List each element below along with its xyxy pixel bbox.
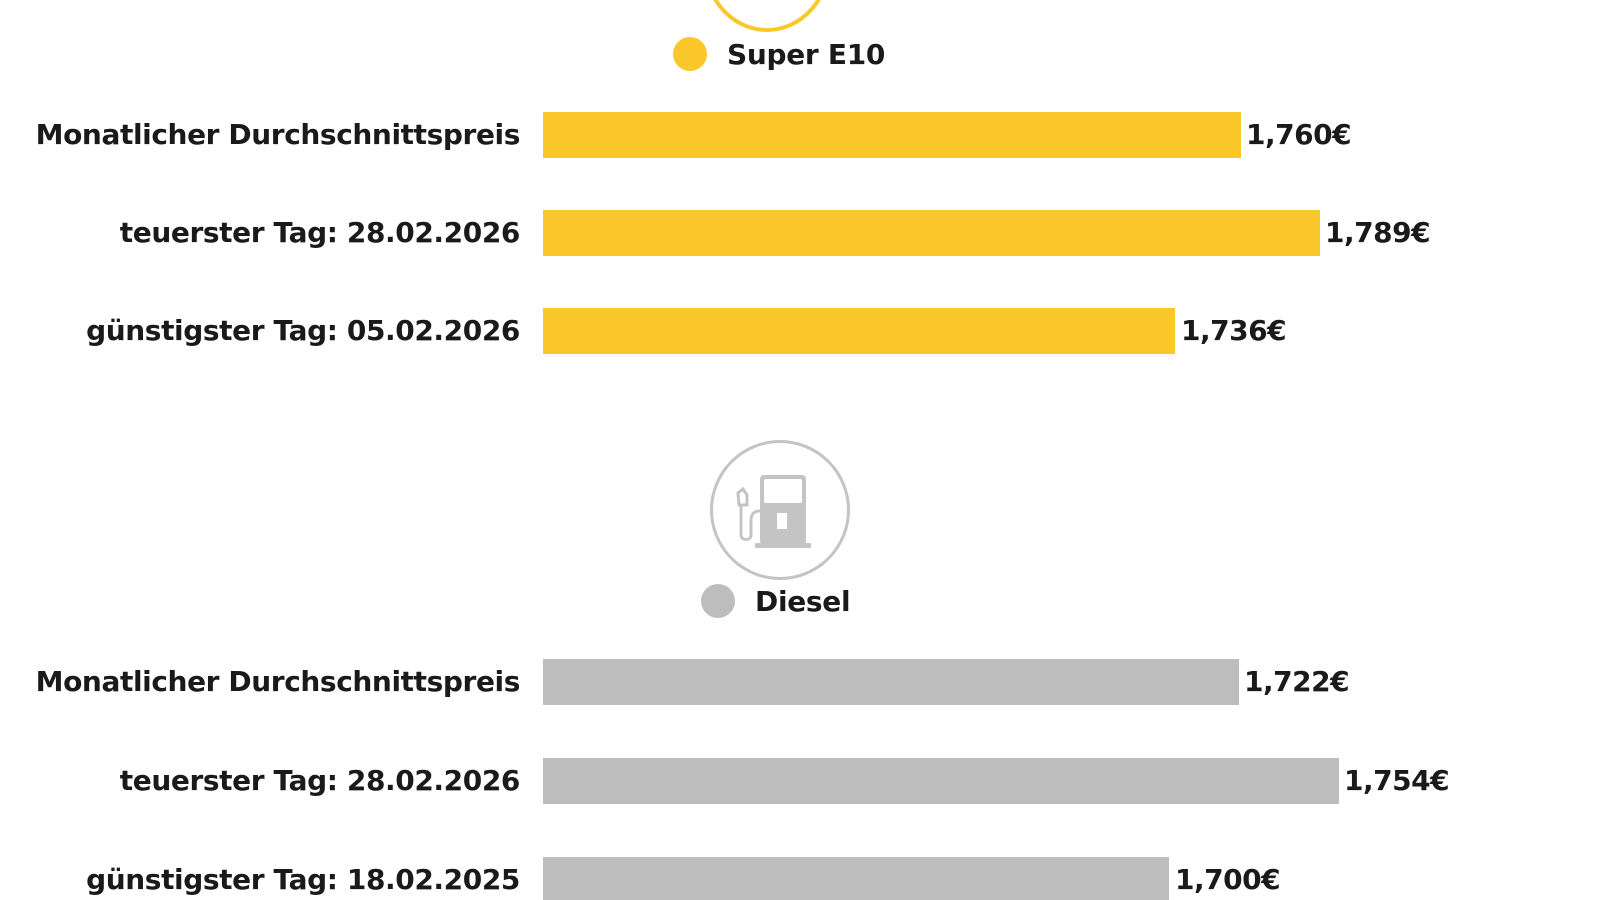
- value-label: 1,722€: [1244, 665, 1350, 698]
- diesel-row-most-expensive: teuerster Tag: 28.02.2026 1,754€: [0, 758, 1600, 804]
- row-label: günstigster Tag: 18.02.2025: [86, 863, 520, 896]
- diesel-row-average: Monatlicher Durchschnittspreis 1,722€: [0, 659, 1600, 705]
- diesel-row-cheapest: günstigster Tag: 18.02.2025 1,700€: [0, 857, 1600, 900]
- bar: [543, 857, 1169, 900]
- bar: [543, 210, 1320, 256]
- bar: [543, 659, 1239, 705]
- row-label: Monatlicher Durchschnittspreis: [35, 118, 521, 151]
- value-label: 1,789€: [1325, 216, 1431, 249]
- e10-row-cheapest: günstigster Tag: 05.02.2026 1,736€: [0, 308, 1600, 354]
- bar: [543, 758, 1339, 804]
- row-label: teuerster Tag: 28.02.2026: [119, 216, 521, 249]
- value-label: 1,760€: [1246, 118, 1352, 151]
- row-label: günstigster Tag: 05.02.2026: [86, 314, 520, 347]
- bar: [543, 112, 1241, 158]
- fuel-pump-icon: [736, 475, 811, 548]
- bar: [543, 308, 1175, 354]
- e10-legend-dot: [673, 37, 707, 71]
- row-label: teuerster Tag: 28.02.2026: [119, 764, 521, 797]
- row-label: Monatlicher Durchschnittspreis: [35, 665, 521, 698]
- diesel-legend-dot: [701, 584, 735, 618]
- value-label: 1,736€: [1181, 314, 1287, 347]
- diesel-legend-label: Diesel: [755, 584, 851, 618]
- diesel-fuel-pump-icon: [710, 440, 850, 580]
- e10-legend: Super E10: [673, 36, 885, 72]
- e10-row-most-expensive: teuerster Tag: 28.02.2026 1,789€: [0, 210, 1600, 256]
- e10-row-average: Monatlicher Durchschnittspreis 1,760€: [0, 112, 1600, 158]
- value-label: 1,754€: [1344, 764, 1450, 797]
- e10-fuel-pump-icon: [703, 0, 831, 32]
- value-label: 1,700€: [1175, 863, 1281, 896]
- e10-legend-label: Super E10: [727, 37, 886, 71]
- diesel-legend: Diesel: [701, 583, 851, 619]
